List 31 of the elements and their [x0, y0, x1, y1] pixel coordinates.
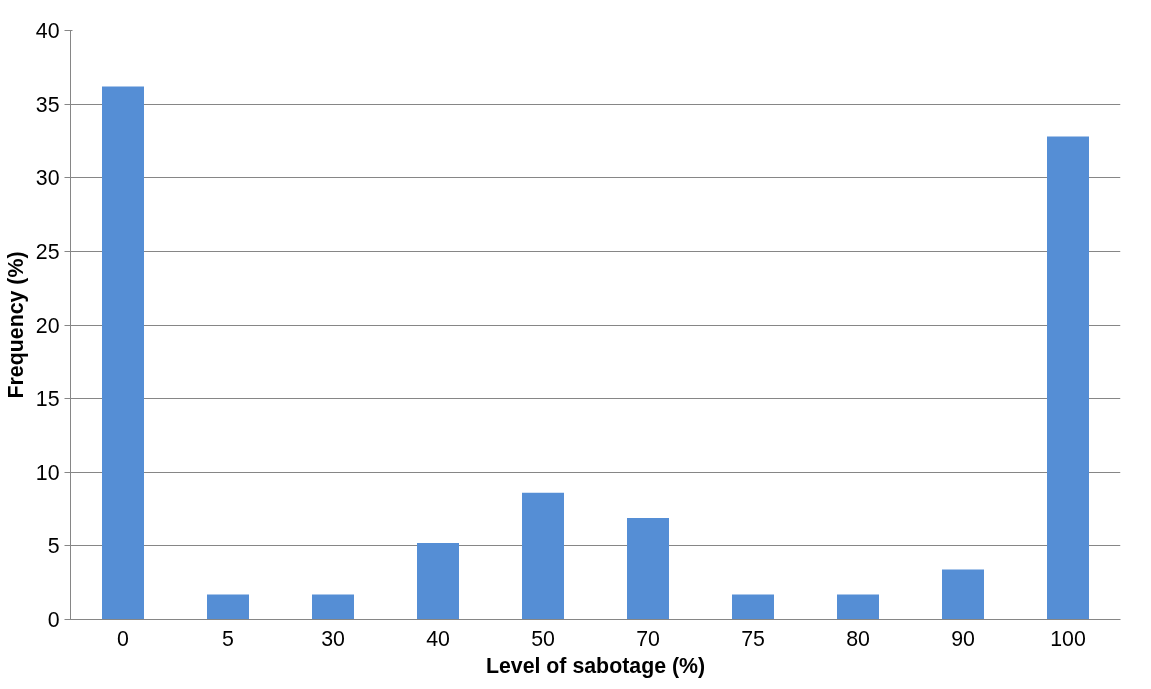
bar	[312, 594, 354, 620]
bar	[417, 542, 459, 620]
bar	[102, 86, 144, 620]
y-tick-label: 0	[47, 608, 60, 632]
bar	[627, 517, 669, 620]
y-tick-label: 30	[35, 166, 60, 191]
bar	[522, 492, 564, 620]
x-axis-title: Level of sabotage (%)	[485, 653, 706, 678]
y-tick-label: 5	[47, 534, 60, 559]
x-tick-label: 30	[321, 626, 345, 651]
x-tick-label: 50	[531, 626, 555, 651]
x-tick-label: 0	[117, 626, 130, 651]
y-axis-title: Frequency (%)	[3, 251, 28, 399]
bar	[942, 569, 984, 620]
x-tick-label: 80	[846, 626, 870, 651]
y-tick-label: 20	[35, 313, 60, 338]
y-tick-label: 40	[35, 19, 60, 43]
y-tick-label: 25	[35, 239, 60, 264]
x-tick-label: 5	[222, 626, 234, 651]
bar	[207, 594, 249, 620]
x-tick-label: 100	[1050, 626, 1086, 651]
y-tick-label: 15	[35, 387, 60, 412]
bar	[1047, 136, 1089, 620]
y-tick-label: 10	[35, 460, 60, 485]
x-tick-label: 75	[741, 626, 765, 651]
x-tick-label: 70	[636, 626, 660, 651]
bar	[837, 594, 879, 620]
x-tick-label: 90	[951, 626, 975, 651]
y-tick-label: 35	[35, 92, 60, 117]
bar	[732, 594, 774, 620]
x-tick-label: 40	[426, 626, 450, 651]
